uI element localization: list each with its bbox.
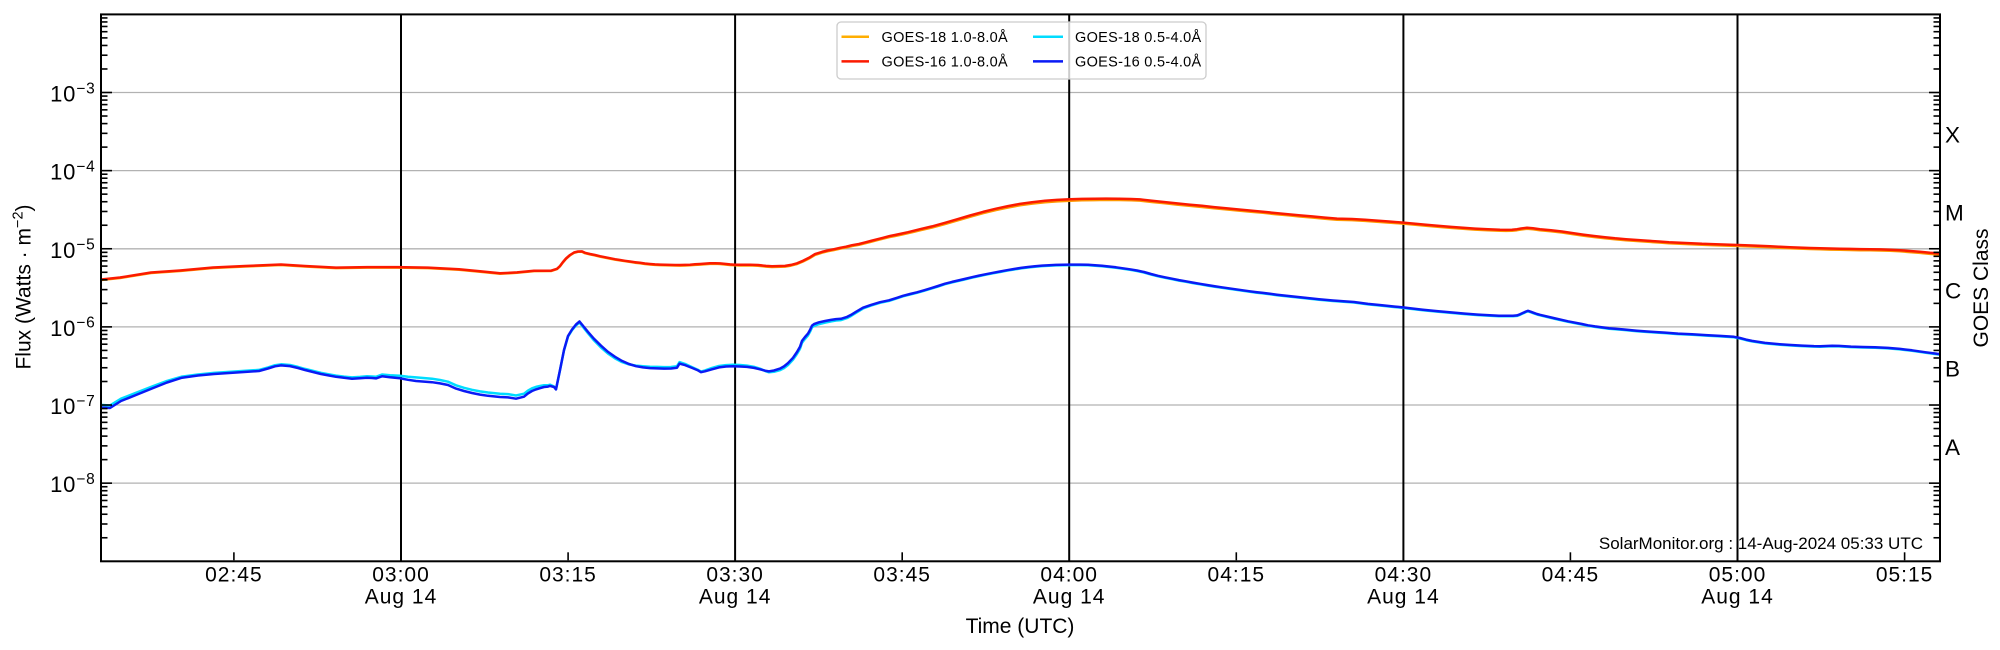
svg-text:Aug 14: Aug 14 [1033,586,1106,609]
svg-text:Aug 14: Aug 14 [1367,586,1440,609]
svg-text:Time (UTC): Time (UTC) [966,615,1075,638]
svg-text:04:15: 04:15 [1208,564,1266,587]
svg-text:03:00: 03:00 [372,564,430,587]
svg-text:C: C [1945,279,1961,304]
svg-text:GOES-16 1.0-8.0Å: GOES-16 1.0-8.0Å [882,53,1009,70]
svg-text:Aug 14: Aug 14 [1701,586,1774,609]
svg-text:B: B [1945,357,1960,382]
svg-text:10−8: 10−8 [50,471,95,497]
svg-text:M: M [1945,200,1964,225]
svg-text:GOES-16 0.5-4.0Å: GOES-16 0.5-4.0Å [1075,53,1202,70]
svg-text:Flux (Watts · m−2): Flux (Watts · m−2) [11,204,36,369]
svg-text:05:00: 05:00 [1709,564,1767,587]
svg-text:04:00: 04:00 [1040,564,1098,587]
svg-text:X: X [1945,122,1960,147]
svg-text:GOES-18 1.0-8.0Å: GOES-18 1.0-8.0Å [882,29,1009,46]
svg-text:04:30: 04:30 [1375,564,1433,587]
svg-text:03:15: 03:15 [539,564,597,587]
svg-text:SolarMonitor.org : 14-Aug-2024: SolarMonitor.org : 14-Aug-2024 05:33 UTC [1599,534,1923,553]
svg-text:05:15: 05:15 [1876,564,1934,587]
svg-text:02:45: 02:45 [205,564,263,587]
svg-text:Aug 14: Aug 14 [699,586,772,609]
svg-text:Aug 14: Aug 14 [365,586,438,609]
svg-text:03:45: 03:45 [873,564,931,587]
svg-text:03:30: 03:30 [706,564,764,587]
svg-text:GOES-18 0.5-4.0Å: GOES-18 0.5-4.0Å [1075,29,1202,46]
svg-text:04:45: 04:45 [1542,564,1600,587]
svg-text:A: A [1945,435,1960,460]
svg-text:GOES Class: GOES Class [1970,228,1993,347]
